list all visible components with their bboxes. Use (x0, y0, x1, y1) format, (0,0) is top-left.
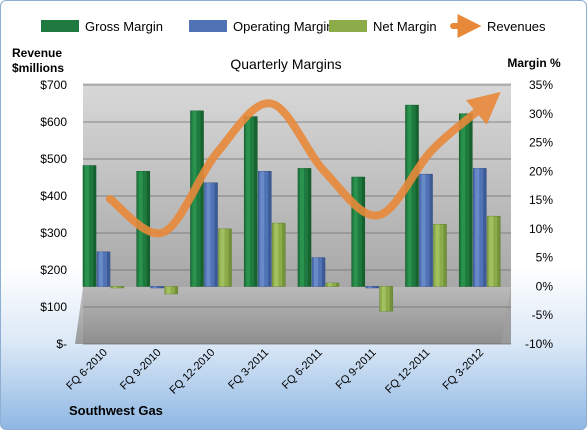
bar-shade-gross-margin (361, 177, 365, 287)
x-tick-label: FQ 9-2011 (334, 347, 379, 392)
bar-highlight-operating-margin (206, 182, 211, 287)
right-axis-ticks: -10% -5% 0% 5% 10% 15% 20% 25% 30% 35% (525, 78, 553, 351)
bar-shade-gross-margin (415, 105, 419, 287)
right-tick-label: 20% (529, 164, 553, 178)
right-tick-label: 35% (529, 78, 553, 92)
bar-highlight-gross-margin (85, 165, 89, 287)
x-tick-label: FQ 9-2010 (118, 347, 164, 393)
bar-highlight-gross-margin (192, 110, 197, 287)
bar-highlight-net-margin (274, 223, 279, 287)
bar-highlight-gross-margin (300, 168, 304, 287)
left-tick-label: $400 (40, 189, 67, 203)
left-tick-label: $600 (40, 115, 67, 129)
plot-floor (75, 287, 511, 344)
bar-shade-operating-margin (160, 286, 164, 288)
bar-shade-operating-margin (483, 168, 487, 287)
x-tick-label: FQ 6-2010 (64, 347, 110, 393)
bar-shade-operating-margin (214, 182, 218, 287)
bar-shade-net-margin (443, 224, 447, 287)
x-tick-label: FQ 3-2011 (226, 347, 271, 392)
right-tick-label: 10% (529, 222, 553, 236)
bar-highlight-operating-margin (99, 251, 103, 287)
right-tick-label: 15% (529, 193, 553, 207)
bar-highlight-net-margin (220, 228, 225, 287)
revenue-line (105, 91, 501, 238)
bar-shade-net-margin (174, 286, 178, 294)
bar-shade-net-margin (389, 286, 393, 312)
legend-label-operating-margin: Operating Margin (233, 19, 333, 34)
bar-shade-gross-margin (93, 165, 96, 287)
bar-highlight-operating-margin (314, 257, 318, 287)
bar-shade-operating-margin (429, 174, 433, 287)
left-axis-label-line1: Revenue (12, 46, 62, 60)
bar-highlight-net-margin (381, 286, 386, 312)
left-tick-label: $- (56, 337, 67, 351)
legend-label-net-margin: Net Margin (373, 19, 437, 34)
bar-shade-gross-margin (308, 168, 311, 287)
bar-shade-operating-margin (322, 257, 325, 287)
bar-shade-gross-margin (254, 116, 258, 287)
bar-highlight-operating-margin (475, 168, 480, 287)
left-tick-label: $200 (40, 263, 67, 277)
left-tick-label: $100 (40, 300, 67, 314)
bar-shade-net-margin (336, 282, 339, 287)
legend-label-revenues: Revenues (487, 19, 546, 34)
x-tick-label: FQ 12-2010 (168, 347, 218, 397)
bar-highlight-net-margin (328, 282, 332, 287)
right-tick-label: 0% (536, 279, 554, 293)
bar-shade-operating-margin (375, 286, 379, 288)
right-tick-label: 25% (529, 136, 553, 150)
x-axis-ticks: FQ 6-2010 FQ 9-2010 FQ 12-2010 FQ 3-2011 FQ … (64, 347, 486, 397)
legend-swatch-operating-margin (189, 20, 227, 32)
plot-wall (83, 83, 511, 344)
bar-shade-gross-margin (200, 110, 204, 287)
company-name: Southwest Gas (69, 403, 163, 418)
bar-highlight-operating-margin (152, 286, 157, 288)
x-tick-label: FQ 3-2012 (441, 347, 487, 393)
bar-shade-operating-margin (107, 251, 110, 287)
right-tick-label: -10% (525, 337, 553, 351)
bars (82, 104, 501, 312)
bar-highlight-gross-margin (461, 113, 466, 287)
legend-swatch-gross-margin (41, 20, 79, 32)
bar-highlight-net-margin (489, 216, 494, 287)
bar-shade-net-margin (121, 286, 124, 288)
bar-shade-operating-margin (268, 171, 272, 287)
bar-shade-gross-margin (469, 113, 473, 287)
bar-highlight-net-margin (113, 286, 117, 288)
left-axis-ticks: $- $100 $200 $300 $400 $500 $600 $700 (40, 78, 67, 351)
right-axis-label: Margin % (507, 56, 561, 70)
bar-highlight-operating-margin (260, 171, 265, 287)
legend-label-gross-margin: Gross Margin (85, 19, 163, 34)
legend-swatch-net-margin (329, 20, 367, 32)
bar-highlight-net-margin (166, 286, 171, 294)
bar-highlight-net-margin (435, 224, 440, 287)
bar-highlight-operating-margin (367, 286, 372, 288)
x-tick-label: FQ 12-2011 (383, 347, 432, 396)
bar-shade-net-margin (497, 216, 501, 287)
left-tick-label: $700 (40, 78, 67, 92)
chart-title: Quarterly Margins (230, 56, 341, 72)
right-tick-label: 5% (536, 251, 554, 265)
bar-highlight-gross-margin (246, 116, 251, 287)
bar-highlight-gross-margin (407, 105, 412, 287)
legend: Gross Margin Operating Margin Net Margin… (41, 14, 546, 38)
right-tick-label: -5% (532, 308, 554, 322)
bar-highlight-gross-margin (353, 177, 358, 287)
left-axis-label-line2: $millions (12, 61, 64, 75)
bar-shade-net-margin (282, 223, 286, 287)
bar-shade-net-margin (228, 228, 232, 287)
right-tick-label: 30% (529, 107, 553, 121)
left-tick-label: $300 (40, 226, 67, 240)
left-tick-label: $500 (40, 152, 67, 166)
x-tick-label: FQ 6-2011 (280, 347, 325, 392)
bar-highlight-operating-margin (421, 174, 426, 287)
revenue-series (105, 91, 501, 238)
